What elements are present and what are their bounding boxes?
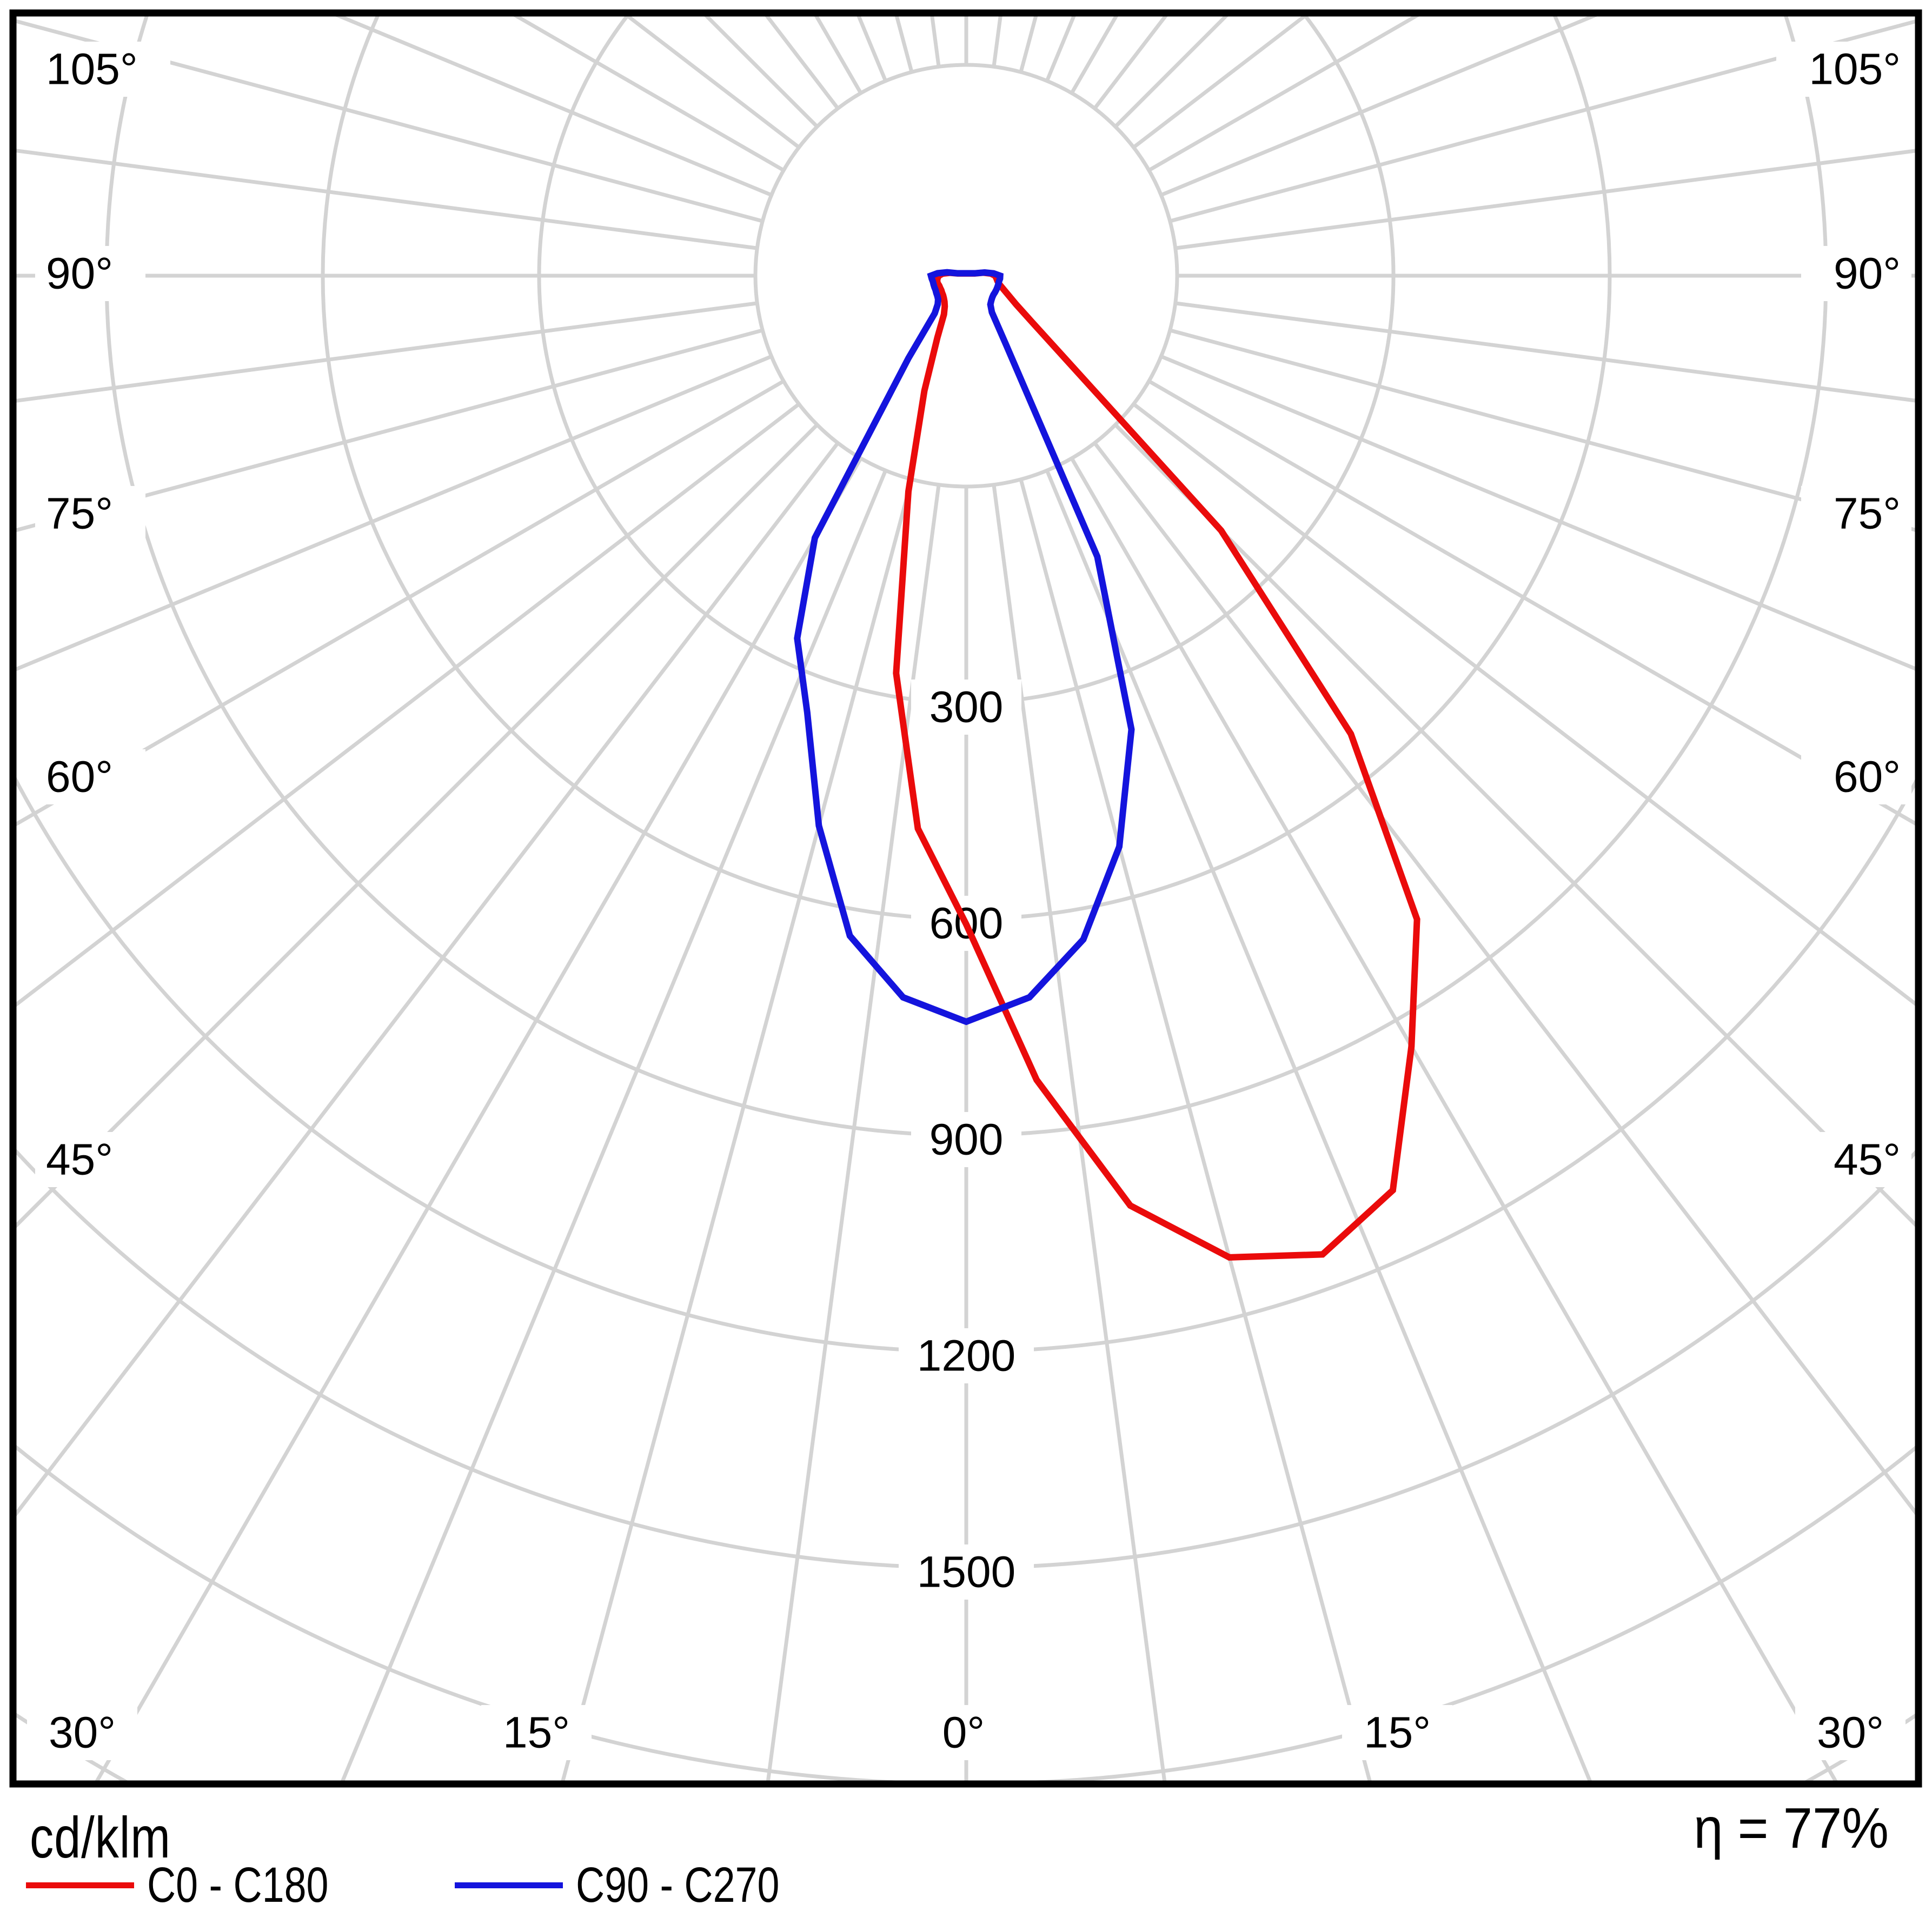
- angle-tick-13: 15°: [1364, 1708, 1431, 1757]
- angle-tick-11: 15°: [503, 1708, 570, 1757]
- angle-tick-2: 75°: [46, 489, 113, 538]
- angle-tick-6: 90°: [1834, 249, 1901, 298]
- efficiency-label: η = 77%: [1694, 1796, 1889, 1860]
- legend-swatch-c90-c270: [455, 1882, 563, 1888]
- legend: C0 - C180 C90 - C270: [26, 1855, 831, 1915]
- plot-border: [9, 9, 1922, 1788]
- angle-tick-4: 45°: [46, 1135, 113, 1184]
- legend-swatch-c0-c180: [26, 1882, 134, 1888]
- angle-tick-5: 105°: [1809, 45, 1901, 94]
- curve-c90-c270: [794, 269, 1135, 1026]
- radial-tick-900: 900: [930, 1115, 1004, 1164]
- units-label: cd/klm: [30, 1805, 171, 1870]
- angle-tick-12: 0°: [942, 1708, 985, 1757]
- angle-tick-0: 105°: [46, 45, 138, 94]
- angle-tick-8: 60°: [1834, 753, 1901, 802]
- radial-tick-1500: 1500: [917, 1548, 1015, 1597]
- angle-tick-9: 45°: [1834, 1135, 1901, 1184]
- angle-tick-14: 30°: [1817, 1708, 1884, 1757]
- radial-tick-300: 300: [930, 683, 1004, 732]
- angle-tick-7: 75°: [1834, 489, 1901, 538]
- intensity-curves: [794, 269, 1420, 1261]
- radial-tick-1200: 1200: [917, 1331, 1015, 1381]
- legend-label-c0-c180: C0 - C180: [147, 1857, 329, 1913]
- angle-tick-1: 90°: [46, 249, 113, 298]
- axis-labels: 30060090012001500105°90°75°60°45°105°90°…: [27, 42, 1911, 1760]
- angle-tick-10: 30°: [49, 1708, 116, 1757]
- legend-label-c90-c270: C90 - C270: [576, 1857, 780, 1913]
- angle-tick-3: 60°: [46, 753, 113, 802]
